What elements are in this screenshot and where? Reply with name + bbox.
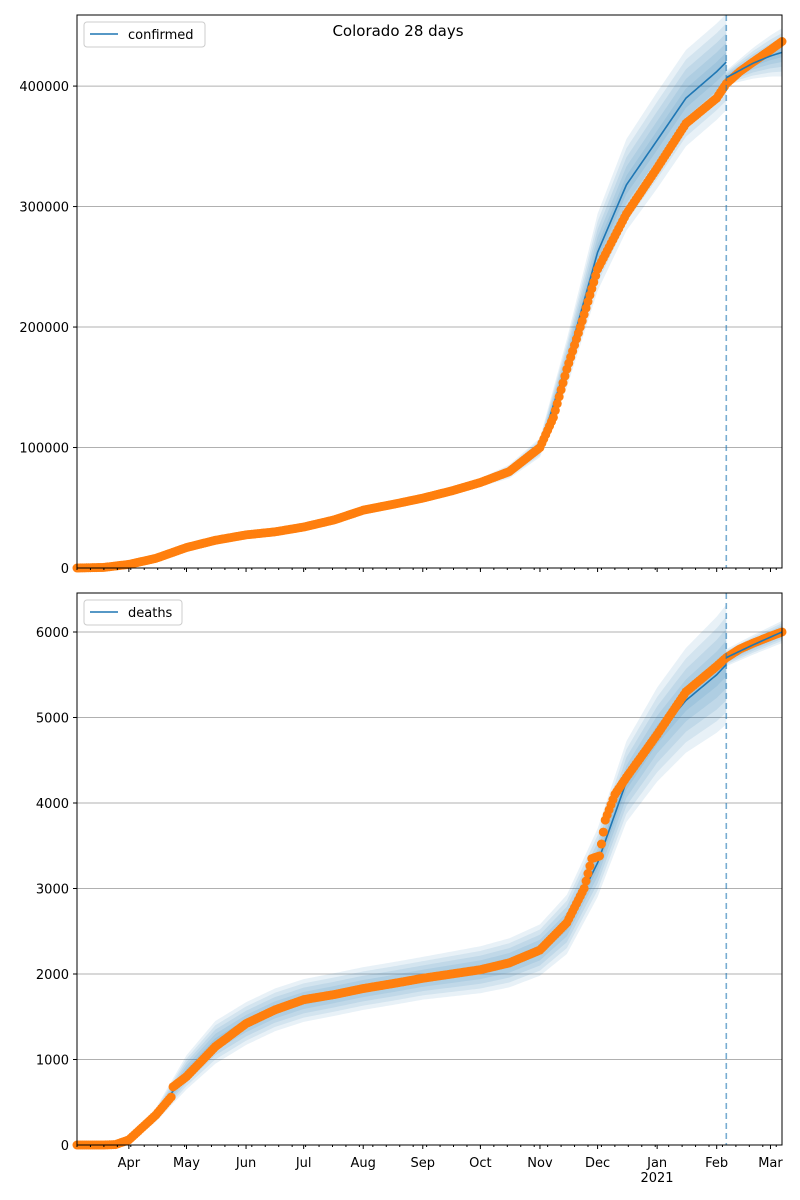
observed-point bbox=[583, 869, 593, 879]
observed-point bbox=[550, 406, 560, 416]
observed-point bbox=[598, 827, 608, 837]
observed-point bbox=[595, 851, 605, 861]
x-tick-label: Feb bbox=[705, 1156, 728, 1171]
y-tick-label: 1000 bbox=[36, 1053, 69, 1068]
x-tick-label: Dec bbox=[585, 1156, 610, 1171]
x-tick-label: Sep bbox=[411, 1156, 436, 1171]
y-tick-label: 6000 bbox=[36, 626, 69, 641]
y-tick-label: 4000 bbox=[36, 797, 69, 812]
x-tick-label: Apr bbox=[118, 1156, 141, 1171]
model-band bbox=[77, 15, 727, 568]
y-tick-label: 100000 bbox=[19, 442, 69, 457]
legend-label: confirmed bbox=[128, 28, 194, 43]
y-tick-label: 3000 bbox=[36, 882, 69, 897]
observed-point bbox=[166, 1092, 176, 1102]
observed-point bbox=[556, 385, 566, 395]
observed-point bbox=[552, 399, 562, 409]
observed-point bbox=[548, 412, 558, 422]
y-tick-label: 400000 bbox=[19, 80, 69, 95]
model-band bbox=[77, 604, 727, 1145]
model-band bbox=[77, 52, 727, 569]
model-band bbox=[77, 23, 727, 569]
x-tick-label: Aug bbox=[351, 1156, 376, 1171]
observed-point bbox=[585, 861, 595, 871]
observed-point bbox=[554, 392, 564, 402]
observed-point bbox=[579, 883, 589, 893]
y-tick-label: 2000 bbox=[36, 968, 69, 983]
x-tick-label: Mar bbox=[758, 1156, 783, 1171]
x-tick-label: May bbox=[173, 1156, 200, 1171]
y-tick-label: 0 bbox=[61, 562, 69, 577]
x-tick-label: Nov bbox=[527, 1156, 553, 1171]
legend: deaths bbox=[83, 599, 183, 626]
model-band bbox=[77, 616, 727, 1145]
x-year-label: 2021 bbox=[640, 1171, 673, 1186]
observed-point bbox=[560, 371, 570, 381]
deaths-panel: 0 1000 2000 3000 4000 5000 6000 Apr May Jun Jul Aug… bbox=[36, 592, 787, 1171]
x-tick-label: Jan bbox=[646, 1156, 667, 1171]
x-tick-label: Oct bbox=[469, 1156, 491, 1171]
y-tick-label: 0 bbox=[61, 1139, 69, 1154]
forecast-line bbox=[725, 51, 783, 79]
chart-title: Colorado 28 days bbox=[332, 22, 463, 40]
confirmed-panel: 0 100000 200000 300000 400000 confirmed bbox=[19, 14, 787, 577]
legend-box bbox=[83, 599, 183, 626]
plot-frame bbox=[76, 592, 783, 1146]
model-band bbox=[77, 628, 727, 1145]
model-band bbox=[77, 640, 727, 1145]
y-tick-label: 300000 bbox=[19, 201, 69, 216]
legend-box bbox=[83, 21, 206, 48]
observed-point bbox=[581, 876, 591, 886]
observed-point bbox=[596, 839, 606, 849]
x-tick-label: Jun bbox=[235, 1156, 256, 1171]
legend: confirmed bbox=[83, 21, 206, 48]
model-band bbox=[77, 652, 727, 1145]
observed-point bbox=[558, 378, 568, 388]
model-band bbox=[77, 33, 727, 568]
y-tick-label: 200000 bbox=[19, 321, 69, 336]
forecast-line bbox=[725, 631, 783, 659]
plot-frame bbox=[76, 14, 783, 569]
y-tick-label: 5000 bbox=[36, 711, 69, 726]
x-tick-label: Jul bbox=[295, 1156, 312, 1171]
model-line bbox=[76, 663, 727, 1146]
legend-label: deaths bbox=[128, 606, 173, 621]
model-band bbox=[77, 42, 727, 568]
